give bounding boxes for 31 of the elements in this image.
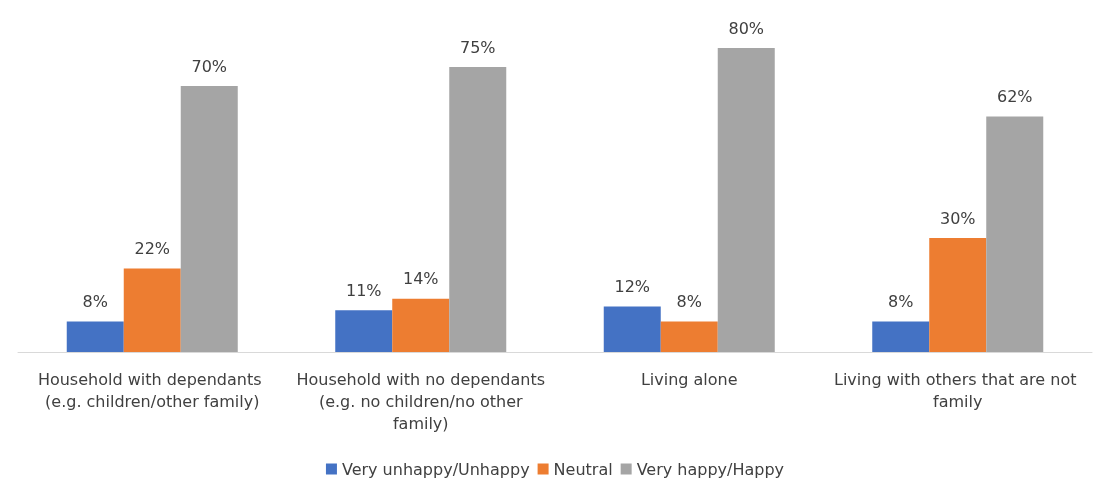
data-label: 70%: [191, 56, 228, 76]
data-label: 8%: [676, 292, 702, 312]
bar: [392, 298, 450, 352]
x-tick-label: Living alone: [640, 369, 738, 389]
bar: [180, 86, 238, 352]
data-label: 11%: [345, 280, 382, 300]
bar: [717, 48, 775, 352]
data-label: 62%: [996, 86, 1033, 106]
x-tick-label: Household with dependants (e.g. children/other family): [37, 369, 267, 411]
data-label: 12%: [614, 276, 651, 296]
x-tick-label: Living with others that are not family: [833, 369, 1082, 411]
x-tick-label: Household with no dependants (e.g. no children/no other family): [296, 369, 546, 433]
data-label: 22%: [134, 238, 171, 258]
bar: [66, 321, 124, 352]
data-label: 80%: [728, 18, 765, 38]
bar: [986, 116, 1044, 352]
bar: [872, 321, 930, 352]
bar: [660, 321, 718, 352]
data-label: 8%: [82, 292, 108, 312]
data-label: 30%: [939, 208, 976, 228]
bar: [929, 238, 987, 352]
legend-label: Neutral: [553, 459, 613, 479]
bar: [335, 310, 393, 352]
bar: [449, 67, 507, 352]
bar: [603, 306, 661, 352]
data-label: 75%: [459, 37, 496, 57]
data-label: 8%: [888, 292, 914, 312]
bar: [123, 268, 181, 352]
legend-label: Very unhappy/Unhappy: [341, 459, 530, 479]
data-label: 14%: [402, 269, 439, 289]
legend-label: Very happy/Happy: [636, 459, 785, 479]
